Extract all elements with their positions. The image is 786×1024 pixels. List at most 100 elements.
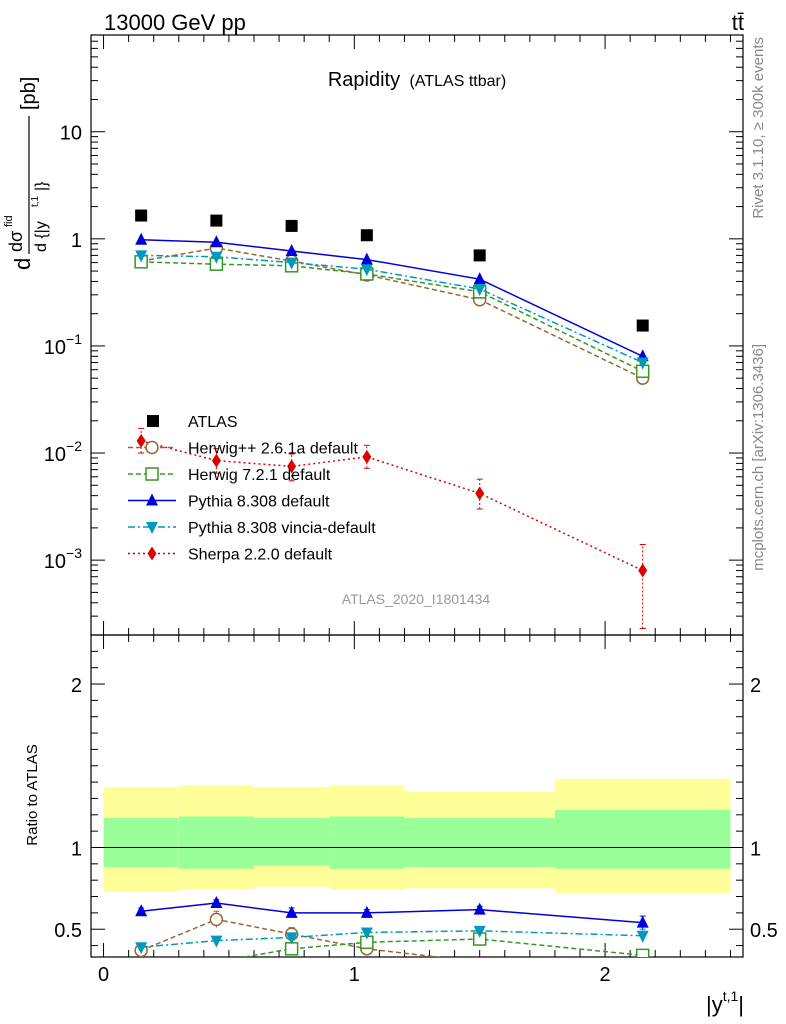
ratio-series-point xyxy=(473,925,486,938)
svg-text:d {|y: d {|y xyxy=(33,221,50,252)
legend-entry: Sherpa 2.2.0 default xyxy=(128,546,333,564)
chart-title: Rapidity (ATLAS ttbar) xyxy=(328,69,506,91)
x-tick-label: 1 xyxy=(349,964,360,986)
legend-marker xyxy=(147,415,159,427)
series-sherpa-2-2-0-default xyxy=(136,427,648,629)
series-point xyxy=(636,357,649,370)
ratio-series-point xyxy=(285,932,298,945)
x-tick-label: 2 xyxy=(600,964,611,986)
series-point xyxy=(473,272,486,285)
legend-entry: Pythia 8.308 vincia-default xyxy=(128,520,376,537)
legend-entry: Pythia 8.308 default xyxy=(128,493,330,511)
legend-label: Herwig 7.2.1 default xyxy=(188,467,331,484)
main-y-tick-label: 10−2 xyxy=(44,438,82,466)
ratio-band-inner xyxy=(103,818,179,868)
series-pythia-8-308-vincia-default xyxy=(135,250,649,370)
ratio-y-tick-label-right: 1 xyxy=(750,838,761,860)
series-point xyxy=(475,486,485,501)
main-y-tick-base: 10 xyxy=(60,123,82,145)
series-point xyxy=(360,252,373,265)
svg-text:dσ: dσ xyxy=(6,231,26,252)
energy-label: 13000 GeV pp xyxy=(104,10,246,35)
legend-marker xyxy=(146,522,158,534)
series-point xyxy=(638,563,648,578)
main-y-tick-label: 10 xyxy=(60,123,82,145)
ratio-band-inner xyxy=(178,816,254,869)
series-point xyxy=(210,235,223,248)
x-tick-label: 0 xyxy=(98,964,109,986)
series-point xyxy=(136,433,146,448)
legend-label: Herwig++ 2.6.1a default xyxy=(188,441,358,458)
series-point xyxy=(210,251,223,264)
legend-marker xyxy=(145,467,159,481)
series-line xyxy=(141,261,644,372)
main-y-tick-base: 1 xyxy=(71,230,82,252)
series-layer xyxy=(134,209,650,957)
series-line xyxy=(141,239,644,357)
svg-text:fid: fid xyxy=(3,215,15,227)
main-y-tick-base: 10 xyxy=(44,444,66,466)
process-label: tt̄ xyxy=(732,10,744,35)
ratio-series-point xyxy=(210,935,223,948)
main-y-tick-label: 10−1 xyxy=(44,331,82,359)
series-point xyxy=(135,232,148,245)
ratio-series-point xyxy=(135,904,148,917)
ratio-plot-frame xyxy=(90,634,744,958)
labels: 13000 GeV pp tt̄ Rivet 3.1.10, ≥ 300k ev… xyxy=(3,10,767,1017)
legend-label: Pythia 8.308 vincia-default xyxy=(188,520,376,537)
legend-label: ATLAS xyxy=(188,414,238,431)
ratio-series-point xyxy=(135,942,148,955)
ratio-band-inner xyxy=(404,818,555,868)
main-plot-frame xyxy=(90,34,744,636)
ratio-series-pythia-8-308-vincia-default xyxy=(135,925,649,955)
ratio-series-line xyxy=(141,930,643,948)
main-y-tick-exp: −3 xyxy=(66,545,82,561)
legend-label: Sherpa 2.2.0 default xyxy=(188,547,333,564)
ratio-y-tick-label-left: 0.5 xyxy=(54,920,82,942)
analysis-id: ATLAS_2020_I1801434 xyxy=(342,591,491,607)
main-y-tick-exp: −1 xyxy=(66,331,82,347)
series-point xyxy=(285,243,298,256)
svg-text:[pb]: [pb] xyxy=(18,77,40,110)
ratio-series-point xyxy=(636,915,649,928)
ratio-band-inner xyxy=(329,816,405,869)
legend-entry: ATLAS xyxy=(147,414,238,431)
main-ylabel: d dσ fid d {|y t,1 |} [pb] xyxy=(3,77,50,270)
ratio-y-tick-label-right: 2 xyxy=(750,675,761,697)
legend-marker xyxy=(146,493,158,506)
legend-marker xyxy=(147,546,157,561)
series-atlas xyxy=(135,209,649,332)
series-point xyxy=(360,264,373,277)
ratio-series-point xyxy=(285,905,298,918)
svg-text:d: d xyxy=(10,258,35,270)
legend-entry: Herwig++ 2.6.1a default xyxy=(128,441,358,458)
side-label-rivet: Rivet 3.1.10, ≥ 300k events xyxy=(750,37,767,219)
ratio-band-inner xyxy=(254,818,330,866)
main-y-tick-base: 10 xyxy=(44,551,66,573)
series-point xyxy=(362,449,372,464)
x-axis-label-main: |y xyxy=(706,992,723,1017)
series-point xyxy=(211,453,221,468)
chart-title-main: Rapidity xyxy=(328,69,400,91)
legend-entry: Herwig 7.2.1 default xyxy=(128,467,331,484)
svg-text:t,1: t,1 xyxy=(30,195,41,207)
atlas-data-point xyxy=(473,249,486,262)
legend-marker xyxy=(145,440,159,455)
x-axis-label-close: | xyxy=(738,992,744,1017)
ratio-series-point xyxy=(209,912,224,927)
main-y-tick-base: 10 xyxy=(44,337,66,359)
series-line xyxy=(140,440,644,572)
ratio-y-tick-label-left: 1 xyxy=(71,838,82,860)
series-point xyxy=(135,250,148,263)
ratio-band-inner xyxy=(554,809,731,869)
ratio-series-point xyxy=(360,905,373,918)
atlas-data-point xyxy=(285,219,298,232)
x-axis-label-sup: t,1 xyxy=(723,988,739,1004)
ratio-series-line xyxy=(140,918,444,957)
series-point xyxy=(285,257,298,270)
ratio-series-point xyxy=(473,902,486,915)
ratio-series-point xyxy=(635,948,650,957)
atlas-data-point xyxy=(636,319,649,332)
